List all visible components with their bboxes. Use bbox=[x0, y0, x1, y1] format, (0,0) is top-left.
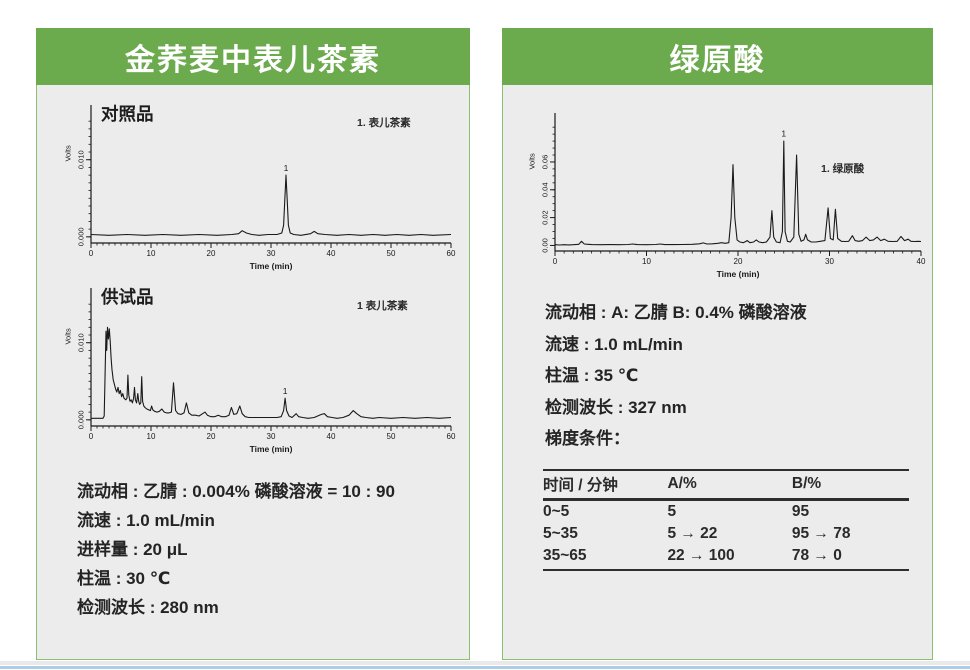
svg-text:50: 50 bbox=[387, 432, 396, 441]
cell-a: 5 → 22 bbox=[667, 525, 718, 542]
svg-text:10: 10 bbox=[147, 432, 156, 441]
table-row: 5~35 5 → 22 95 → 78 bbox=[543, 523, 909, 545]
left-conditions: 流动相 : 乙腈 : 0.004% 磷酸溶液 = 10 : 90 流速 : 1.… bbox=[77, 477, 395, 622]
gradient-table-header-row: 时间 / 分钟 A/% B/% bbox=[543, 469, 909, 501]
cell-time: 0~5 bbox=[543, 503, 570, 520]
condition-mobile-phase: 流动相 : 乙腈 : 0.004% 磷酸溶液 = 10 : 90 bbox=[77, 482, 395, 501]
condition-flow-rate: 流速 : 1.0 mL/min bbox=[545, 334, 683, 354]
svg-text:0: 0 bbox=[553, 257, 558, 266]
svg-text:Volts: Volts bbox=[64, 145, 73, 162]
cell-a: 5 bbox=[667, 503, 677, 520]
test-chromatogram-plot: 0 10 20 30 40 50 60 0.000 0.010 Volts Time (min) 1 bbox=[64, 288, 456, 454]
condition-detection-wavelength: 检测波长 : 327 nm bbox=[545, 397, 687, 417]
svg-text:0: 0 bbox=[89, 249, 94, 258]
svg-text:Volts: Volts bbox=[528, 153, 537, 170]
svg-text:0.06: 0.06 bbox=[541, 155, 550, 170]
condition-column-temp: 柱温 : 30 ℃ bbox=[77, 569, 171, 588]
svg-text:0.010: 0.010 bbox=[77, 150, 86, 169]
svg-text:20: 20 bbox=[734, 257, 743, 266]
svg-text:0.04: 0.04 bbox=[541, 182, 550, 197]
svg-text:0.00: 0.00 bbox=[541, 238, 550, 253]
svg-text:20: 20 bbox=[207, 249, 216, 258]
left-panel: 金荞麦中表儿茶素 0 10 20 30 40 50 60 0.000 0.010 Volts Tim… bbox=[36, 28, 470, 660]
svg-text:0.010: 0.010 bbox=[77, 333, 86, 352]
gradient-conditions-label: 梯度条件： bbox=[545, 429, 630, 448]
svg-text:1: 1 bbox=[781, 128, 786, 138]
condition-column-temp: 柱温 : 35 ℃ bbox=[545, 366, 639, 385]
svg-text:Volts: Volts bbox=[64, 328, 73, 345]
col-header-a-percent: A/% bbox=[667, 469, 792, 501]
col-header-time: 时间 / 分钟 bbox=[543, 469, 668, 501]
svg-text:0.000: 0.000 bbox=[77, 410, 86, 429]
col-header-b-percent: B/% bbox=[791, 469, 909, 501]
condition-mobile-phase: 流动相 : A: 乙腈 B: 0.4% 磷酸溶液 bbox=[545, 303, 807, 322]
cell-b: 78 → 0 bbox=[791, 545, 909, 571]
cell-a: 22 → 100 bbox=[667, 545, 792, 571]
right-panel: 绿原酸 0 10 20 30 40 0.00 0.02 0.04 0.06 Volts Time (… bbox=[502, 28, 933, 660]
table-row: 0~5 5 95 bbox=[543, 500, 909, 524]
svg-text:0.02: 0.02 bbox=[541, 210, 550, 225]
svg-text:30: 30 bbox=[267, 249, 276, 258]
svg-text:Time (min): Time (min) bbox=[717, 269, 760, 279]
svg-text:20: 20 bbox=[207, 432, 216, 441]
gradient-table: 时间 / 分钟 A/% B/% 0~5 5 95 5~35 5 → 22 95 … bbox=[543, 469, 909, 571]
cell-time: 35~65 bbox=[543, 545, 668, 571]
svg-text:0.000: 0.000 bbox=[77, 227, 86, 246]
svg-text:40: 40 bbox=[327, 432, 336, 441]
chlorogenic-peak-legend: 1. 绿原酸 bbox=[821, 163, 865, 175]
svg-text:60: 60 bbox=[447, 432, 456, 441]
svg-text:60: 60 bbox=[447, 249, 456, 258]
chlorogenic-chromatogram: 0 10 20 30 40 0.00 0.02 0.04 0.06 Volts Time (min)… bbox=[521, 109, 929, 283]
reference-peak-legend: 1. 表儿茶素 bbox=[357, 117, 411, 129]
table-row: 35~65 22 → 100 78 → 0 bbox=[543, 545, 909, 571]
test-chromatogram: 0 10 20 30 40 50 60 0.000 0.010 Volts Time (min) 1 … bbox=[57, 284, 459, 458]
test-sample-label: 供试品 bbox=[101, 287, 154, 307]
cell-time: 5~35 bbox=[543, 525, 578, 542]
svg-text:30: 30 bbox=[267, 432, 276, 441]
bottom-gray-strip bbox=[0, 661, 970, 665]
reference-sample-label: 对照品 bbox=[101, 104, 154, 124]
svg-text:1: 1 bbox=[283, 386, 288, 396]
chlorogenic-chromatogram-plot: 0 10 20 30 40 0.00 0.02 0.04 0.06 Volts Time (min)… bbox=[528, 113, 926, 279]
condition-detection-wavelength: 检测波长 : 280 nm bbox=[77, 598, 219, 617]
svg-text:1: 1 bbox=[284, 163, 289, 173]
reference-chromatogram: 0 10 20 30 40 50 60 0.000 0.010 Volts Time (min) 1 … bbox=[57, 101, 459, 275]
condition-injection-volume: 进样量 : 20 μL bbox=[77, 540, 188, 559]
test-peak-legend: 1 表儿茶素 bbox=[357, 300, 408, 312]
svg-text:50: 50 bbox=[387, 249, 396, 258]
svg-text:0: 0 bbox=[89, 432, 94, 441]
cell-b: 95 bbox=[791, 503, 810, 520]
right-panel-header: 绿原酸 bbox=[502, 28, 933, 85]
left-panel-header: 金荞麦中表儿茶素 bbox=[36, 28, 470, 85]
svg-text:10: 10 bbox=[147, 249, 156, 258]
reference-chromatogram-plot: 0 10 20 30 40 50 60 0.000 0.010 Volts Time (min) 1 bbox=[64, 105, 456, 271]
svg-text:Time (min): Time (min) bbox=[250, 261, 293, 271]
svg-text:10: 10 bbox=[642, 257, 651, 266]
svg-text:30: 30 bbox=[825, 257, 834, 266]
condition-flow-rate: 流速 : 1.0 mL/min bbox=[77, 511, 215, 530]
left-panel-title: 金荞麦中表儿茶素 bbox=[125, 43, 381, 77]
svg-text:40: 40 bbox=[917, 257, 926, 266]
right-conditions: 流动相 : A: 乙腈 B: 0.4% 磷酸溶液 流速 : 1.0 mL/min… bbox=[545, 297, 807, 455]
right-panel-title: 绿原酸 bbox=[669, 43, 766, 77]
bottom-blue-rule bbox=[0, 666, 970, 669]
svg-text:40: 40 bbox=[327, 249, 336, 258]
cell-b: 95 → 78 bbox=[791, 525, 851, 542]
svg-text:Time (min): Time (min) bbox=[250, 444, 293, 454]
